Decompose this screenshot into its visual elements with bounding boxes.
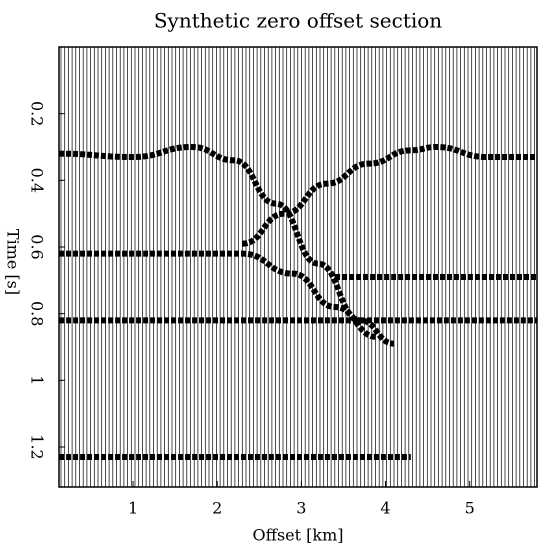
reflection-event: [58, 250, 378, 340]
traces: [60, 47, 535, 487]
y-tick-label: 0.6: [28, 234, 47, 259]
x-tick-label: 5: [465, 499, 475, 518]
y-tick-label: 0.4: [28, 168, 47, 193]
y-tick-label: 1.2: [28, 434, 47, 459]
x-tick-label: 4: [380, 499, 390, 518]
reflection-event: [242, 143, 537, 247]
y-tick-label: 0.2: [28, 101, 47, 126]
x-tick-label: 1: [128, 499, 138, 518]
x-tick-label: 2: [212, 499, 222, 518]
x-axis-label: Offset [km]: [252, 526, 343, 545]
plot-frame: [58, 46, 538, 488]
x-tick-label: 3: [296, 499, 306, 518]
chart-title: Synthetic zero offset section: [154, 9, 442, 33]
y-tick-label: 1: [28, 375, 47, 385]
y-axis-label: Time [s]: [4, 229, 23, 295]
y-tick-label: 0.8: [28, 301, 47, 326]
